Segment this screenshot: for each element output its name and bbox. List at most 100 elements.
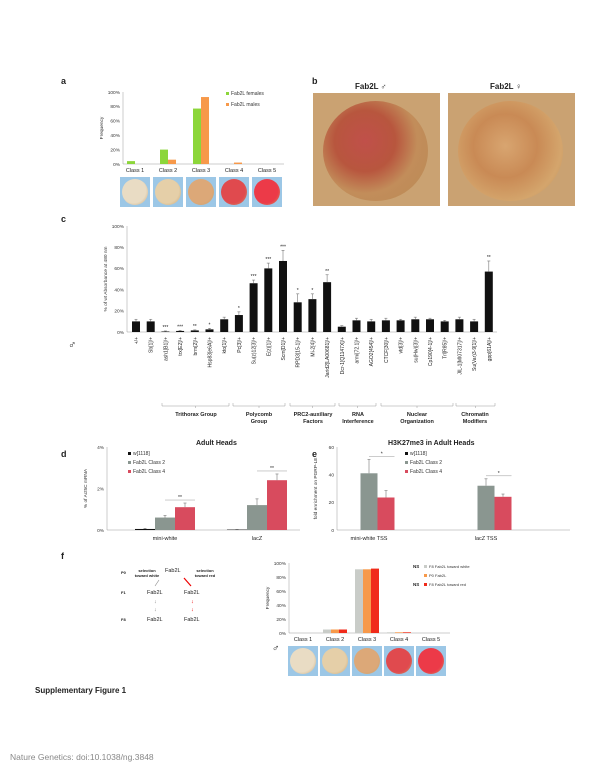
category-label-f: Class 3 xyxy=(358,637,376,643)
bar-c xyxy=(396,320,405,332)
f-eye-class-4 xyxy=(384,646,414,676)
category-label-c: Dcr-1[Q1147X]/+ xyxy=(340,337,346,374)
bar-c xyxy=(190,330,199,332)
a-eye-class-3 xyxy=(186,177,216,207)
significance-c: *** xyxy=(265,257,271,263)
category-label-a: Class 2 xyxy=(159,168,177,174)
significance-c: ** xyxy=(487,255,491,261)
bar-e xyxy=(477,485,495,530)
category-label-c: AGO2[454]/+ xyxy=(369,337,375,366)
bar-c xyxy=(381,320,390,332)
legend-label-e: Fab2L Class 2 xyxy=(410,460,442,466)
category-label-c: +/+ xyxy=(134,337,140,344)
y-tick-label-f: 0% xyxy=(279,631,287,637)
panel-label-e: e xyxy=(312,449,318,459)
category-label-e: lacZ TSS xyxy=(475,536,498,542)
category-label-c: brm[2]/+ xyxy=(193,337,199,356)
citation: Nature Genetics: doi:10.1038/ng.3848 xyxy=(10,752,154,762)
group-nuclear: Nuclear Organization xyxy=(400,412,434,425)
arrow-red-1: ↓ xyxy=(191,599,194,605)
bar-e xyxy=(360,473,378,530)
category-label-c: Mi-2[4]/+ xyxy=(310,337,316,357)
group-trithorax: Trithorax Group xyxy=(175,412,217,418)
bar-c xyxy=(352,320,361,332)
bar-c xyxy=(279,260,287,332)
category-label-c: vtd[3]/+ xyxy=(399,337,405,354)
group-bracket xyxy=(232,403,286,408)
bar-c xyxy=(234,315,243,332)
group-bracket xyxy=(161,403,230,408)
bar-d xyxy=(267,480,287,530)
category-label-c: kto[1]/+ xyxy=(222,337,228,354)
photo-title-male: Fab2L ♂ xyxy=(355,82,387,91)
y-tick-label-e: 60 xyxy=(329,445,335,451)
f-eye-class-2 xyxy=(320,646,350,676)
ns-label-1: NS xyxy=(413,564,420,569)
y-tick-label-a: 40% xyxy=(110,133,120,139)
panel-label-d: d xyxy=(61,449,67,459)
category-label-f: Class 4 xyxy=(390,637,408,643)
bar-c xyxy=(176,330,185,332)
legend-swatch-d xyxy=(128,470,131,473)
f1-fab2l-red: Fab2L xyxy=(184,590,200,596)
significance-c: *** xyxy=(251,274,257,280)
category-label-c: Cp190[4-1]/+ xyxy=(428,337,434,366)
significance-c: *** xyxy=(162,325,168,331)
bar-c xyxy=(470,321,479,332)
y-tick-label-a: 100% xyxy=(108,90,121,96)
y-tick-label-f: 60% xyxy=(276,589,286,595)
y-tick-label-c: 60% xyxy=(114,266,124,272)
legend-swatch-f xyxy=(424,565,427,568)
category-label-c: trx[E2]/+ xyxy=(178,337,184,356)
category-label-c: armi[72.1]/+ xyxy=(355,337,361,364)
male-symbol-f: ♂ xyxy=(272,643,280,654)
arrow-red-2: ↓ xyxy=(191,607,194,613)
bar-c xyxy=(337,326,346,332)
y-tick-label-d: 0% xyxy=(97,528,105,534)
a-eye-class-5 xyxy=(252,177,282,207)
chart-d-title: Adult Heads xyxy=(196,440,237,447)
bar-f xyxy=(331,629,339,633)
bar-c xyxy=(455,319,464,332)
bar-c xyxy=(323,282,332,332)
category-label-c: Jarid2[LA00681]/+ xyxy=(325,337,331,378)
legend-label-d: w[1118] xyxy=(133,451,150,457)
y-axis-label-a: Frequency xyxy=(99,116,105,139)
chart-e-title: H3K27me3 in Adult Heads xyxy=(388,440,475,447)
legend-swatch-d xyxy=(128,461,131,464)
bar-f xyxy=(323,629,331,633)
category-label-c: Trl[R85]/+ xyxy=(443,337,449,359)
category-label-c: JIL-1[MI07317]/+ xyxy=(457,337,463,375)
bar-e xyxy=(494,496,512,530)
f-eye-class-5 xyxy=(416,646,446,676)
legend-swatch-e xyxy=(405,470,408,473)
panel-label-b: b xyxy=(312,76,318,86)
bar-d xyxy=(247,505,267,530)
a-eye-class-1 xyxy=(120,177,150,207)
bar-c xyxy=(220,319,229,332)
arrow-to-red xyxy=(183,577,192,587)
legend-swatch-e xyxy=(405,452,408,455)
arrow-white-2: ↓ xyxy=(154,607,157,613)
legend-label-f: F8 Fab2L toward white xyxy=(429,564,470,569)
significance-c: ** xyxy=(325,269,329,275)
category-label-c: Sb[1]/+ xyxy=(149,337,155,353)
figure-title: Supplementary Figure 1 xyxy=(35,686,127,695)
significance-d: ** xyxy=(178,495,182,501)
eye-photo-female xyxy=(448,93,575,206)
selection-red: selection toward red xyxy=(194,568,216,578)
bar-c xyxy=(426,319,434,332)
category-label-a: Class 4 xyxy=(225,168,243,174)
y-axis-label-c: % of wt Absorbance at 480 nm xyxy=(103,246,109,311)
y-tick-label-e: 20 xyxy=(329,500,335,506)
legend-swatch-f xyxy=(424,583,427,586)
significance-e: * xyxy=(381,451,383,457)
group-bracket xyxy=(380,403,454,408)
legend-swatch-d xyxy=(128,452,131,455)
bar-c xyxy=(205,329,214,332)
bar-f xyxy=(363,569,371,633)
category-label-c: ash1[B1]/+ xyxy=(163,337,169,361)
y-tick-label-c: 100% xyxy=(112,224,125,230)
group-bracket xyxy=(289,403,336,408)
selection-white: selection toward white xyxy=(134,568,160,578)
